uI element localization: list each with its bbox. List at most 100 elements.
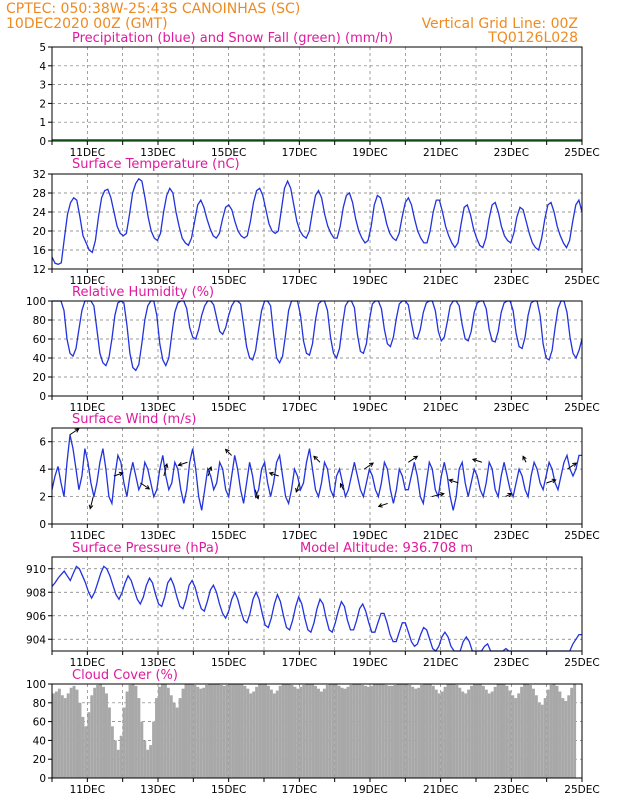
cloud-bar bbox=[452, 684, 456, 778]
cloud-bar bbox=[264, 684, 267, 778]
temperature-title: Surface Temperature (nC) bbox=[72, 157, 240, 172]
cloud-bar bbox=[78, 702, 82, 778]
cloud-bar bbox=[561, 698, 565, 778]
humidity-title: Relative Humidity (%) bbox=[72, 285, 214, 300]
cloud-bar bbox=[549, 684, 553, 778]
wind-arrow bbox=[378, 502, 388, 507]
pressure-panel: 904 906 908 910 11DEC 13DEC 15DEC 17DEC 19DEC 21D… bbox=[26, 556, 600, 669]
header-model-id: TQ0126L028 bbox=[487, 30, 578, 46]
temperature-ytick-label: 16 bbox=[33, 245, 47, 257]
cloud-bar bbox=[246, 688, 250, 778]
wind-arrow bbox=[313, 455, 321, 463]
cloud-xtick-label: 21DEC bbox=[423, 784, 458, 796]
wind-arrow-head bbox=[369, 462, 374, 467]
wind-arrow bbox=[431, 493, 444, 498]
cloud-bar bbox=[255, 686, 259, 778]
cloud-bar bbox=[384, 684, 388, 778]
cloud-bar bbox=[523, 684, 527, 778]
cloud-bar bbox=[278, 685, 282, 778]
cloud-bar bbox=[514, 698, 518, 778]
humidity-xtick-label: 21DEC bbox=[423, 402, 458, 414]
cloud-bar bbox=[531, 688, 535, 778]
pressure-frame bbox=[51, 556, 583, 652]
wind-arrow-head bbox=[439, 492, 445, 497]
humidity-series-line bbox=[52, 300, 583, 372]
cloud-bar bbox=[110, 726, 114, 778]
cloud-bar bbox=[434, 689, 438, 778]
header-run-date: 10DEC2020 00Z (GMT) bbox=[6, 16, 168, 32]
cloud-ytick-label: 60 bbox=[33, 717, 46, 729]
cloud-xtick-label: 15DEC bbox=[211, 784, 246, 796]
precip-frame bbox=[51, 46, 583, 142]
wind-arrow bbox=[363, 462, 374, 470]
wind-title: Surface Wind (m/s) bbox=[72, 412, 196, 427]
pressure-title: Surface Pressure (hPa) bbox=[72, 541, 219, 556]
humidity-ytick-label: 20 bbox=[33, 372, 46, 384]
precip-xtick-label: 17DEC bbox=[282, 147, 317, 159]
wind-arrow-head bbox=[268, 471, 274, 477]
pressure-ytick-label: 910 bbox=[26, 564, 46, 576]
humidity-ytick-label: 40 bbox=[33, 353, 46, 365]
wind-ytick-label: 0 bbox=[39, 519, 46, 531]
cloud-bar bbox=[414, 688, 418, 778]
humidity-xtick-label: 23DEC bbox=[494, 402, 529, 414]
cloud-bar bbox=[340, 687, 344, 778]
cloud-bar bbox=[461, 691, 465, 778]
cloud-bar bbox=[337, 685, 341, 778]
cloud-bar bbox=[169, 695, 173, 778]
wind-arrow-head bbox=[295, 487, 300, 493]
cloud-bar bbox=[105, 693, 108, 778]
wind-arrow bbox=[225, 449, 232, 456]
cloud-bar bbox=[284, 684, 288, 778]
precip-xtick-label: 15DEC bbox=[211, 147, 246, 159]
wind-xtick-label: 19DEC bbox=[352, 530, 387, 542]
cloud-bar bbox=[558, 691, 562, 778]
precip-panel: 0 1 2 3 4 5 11DEC 13DEC 15DEC 17DEC 19DEC 21DEC 23DE… bbox=[39, 42, 599, 159]
wind-frame bbox=[51, 427, 583, 525]
cloud-bar bbox=[228, 684, 232, 778]
cloud-ytick-label: 20 bbox=[33, 754, 46, 766]
wind-arrow-head bbox=[118, 471, 124, 477]
cloud-bar bbox=[305, 684, 309, 778]
pressure-xtick-label: 11DEC bbox=[70, 657, 105, 669]
cloud-bar bbox=[529, 684, 532, 778]
cloud-bar bbox=[428, 684, 432, 778]
cloud-bar bbox=[208, 684, 211, 778]
cloud-bar bbox=[411, 686, 415, 778]
cloud-bar bbox=[537, 702, 541, 778]
cloud-bar bbox=[72, 685, 76, 778]
pressure-xtick-label: 13DEC bbox=[140, 657, 175, 669]
cloud-bar bbox=[334, 684, 338, 778]
precip-xtick-label: 25DEC bbox=[564, 147, 599, 159]
temperature-xtick-label: 21DEC bbox=[423, 275, 458, 287]
wind-arrow-head bbox=[74, 428, 80, 433]
cloud-bar bbox=[125, 691, 129, 778]
cloud-bar bbox=[511, 695, 515, 778]
cloud-bar bbox=[417, 687, 421, 778]
cloud-bar bbox=[405, 684, 409, 778]
cloud-bar bbox=[216, 684, 220, 778]
cloud-bar bbox=[349, 684, 353, 778]
model-altitude-label: Model Altitude: 936.708 m bbox=[300, 541, 473, 556]
cloud-bar bbox=[75, 689, 79, 778]
cloud-bar bbox=[443, 686, 447, 778]
precip-ytick-label: 1 bbox=[39, 117, 46, 129]
cloud-bar bbox=[131, 684, 135, 778]
pressure-xtick-label: 19DEC bbox=[352, 657, 387, 669]
temperature-ytick-label: 24 bbox=[33, 207, 47, 219]
humidity-ytick-label: 80 bbox=[33, 315, 46, 327]
cloud-bar bbox=[302, 684, 306, 778]
cloud-bar bbox=[211, 684, 214, 778]
cloud-bar bbox=[63, 698, 67, 778]
wind-arrow-head bbox=[413, 455, 419, 461]
wind-arrow bbox=[69, 428, 79, 436]
cloud-bar bbox=[508, 690, 512, 778]
cloud-bar bbox=[190, 684, 194, 778]
pressure-ytick-label: 906 bbox=[26, 611, 46, 623]
cloud-ytick-label: 80 bbox=[33, 698, 46, 710]
cloud-bar bbox=[134, 685, 138, 778]
cloud-bar bbox=[343, 688, 347, 778]
temperature-xtick-label: 11DEC bbox=[70, 275, 105, 287]
wind-ytick-label: 6 bbox=[39, 437, 46, 449]
cloud-bar bbox=[526, 684, 529, 778]
